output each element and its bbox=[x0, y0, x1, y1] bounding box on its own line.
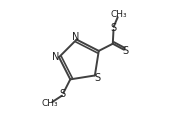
Text: S: S bbox=[94, 73, 100, 83]
Text: CH₃: CH₃ bbox=[42, 99, 58, 108]
Text: CH₃: CH₃ bbox=[111, 10, 127, 19]
Text: S: S bbox=[111, 23, 117, 33]
Text: N: N bbox=[72, 32, 80, 42]
Text: S: S bbox=[60, 89, 66, 99]
Text: N: N bbox=[52, 52, 60, 62]
Text: S: S bbox=[123, 46, 129, 56]
